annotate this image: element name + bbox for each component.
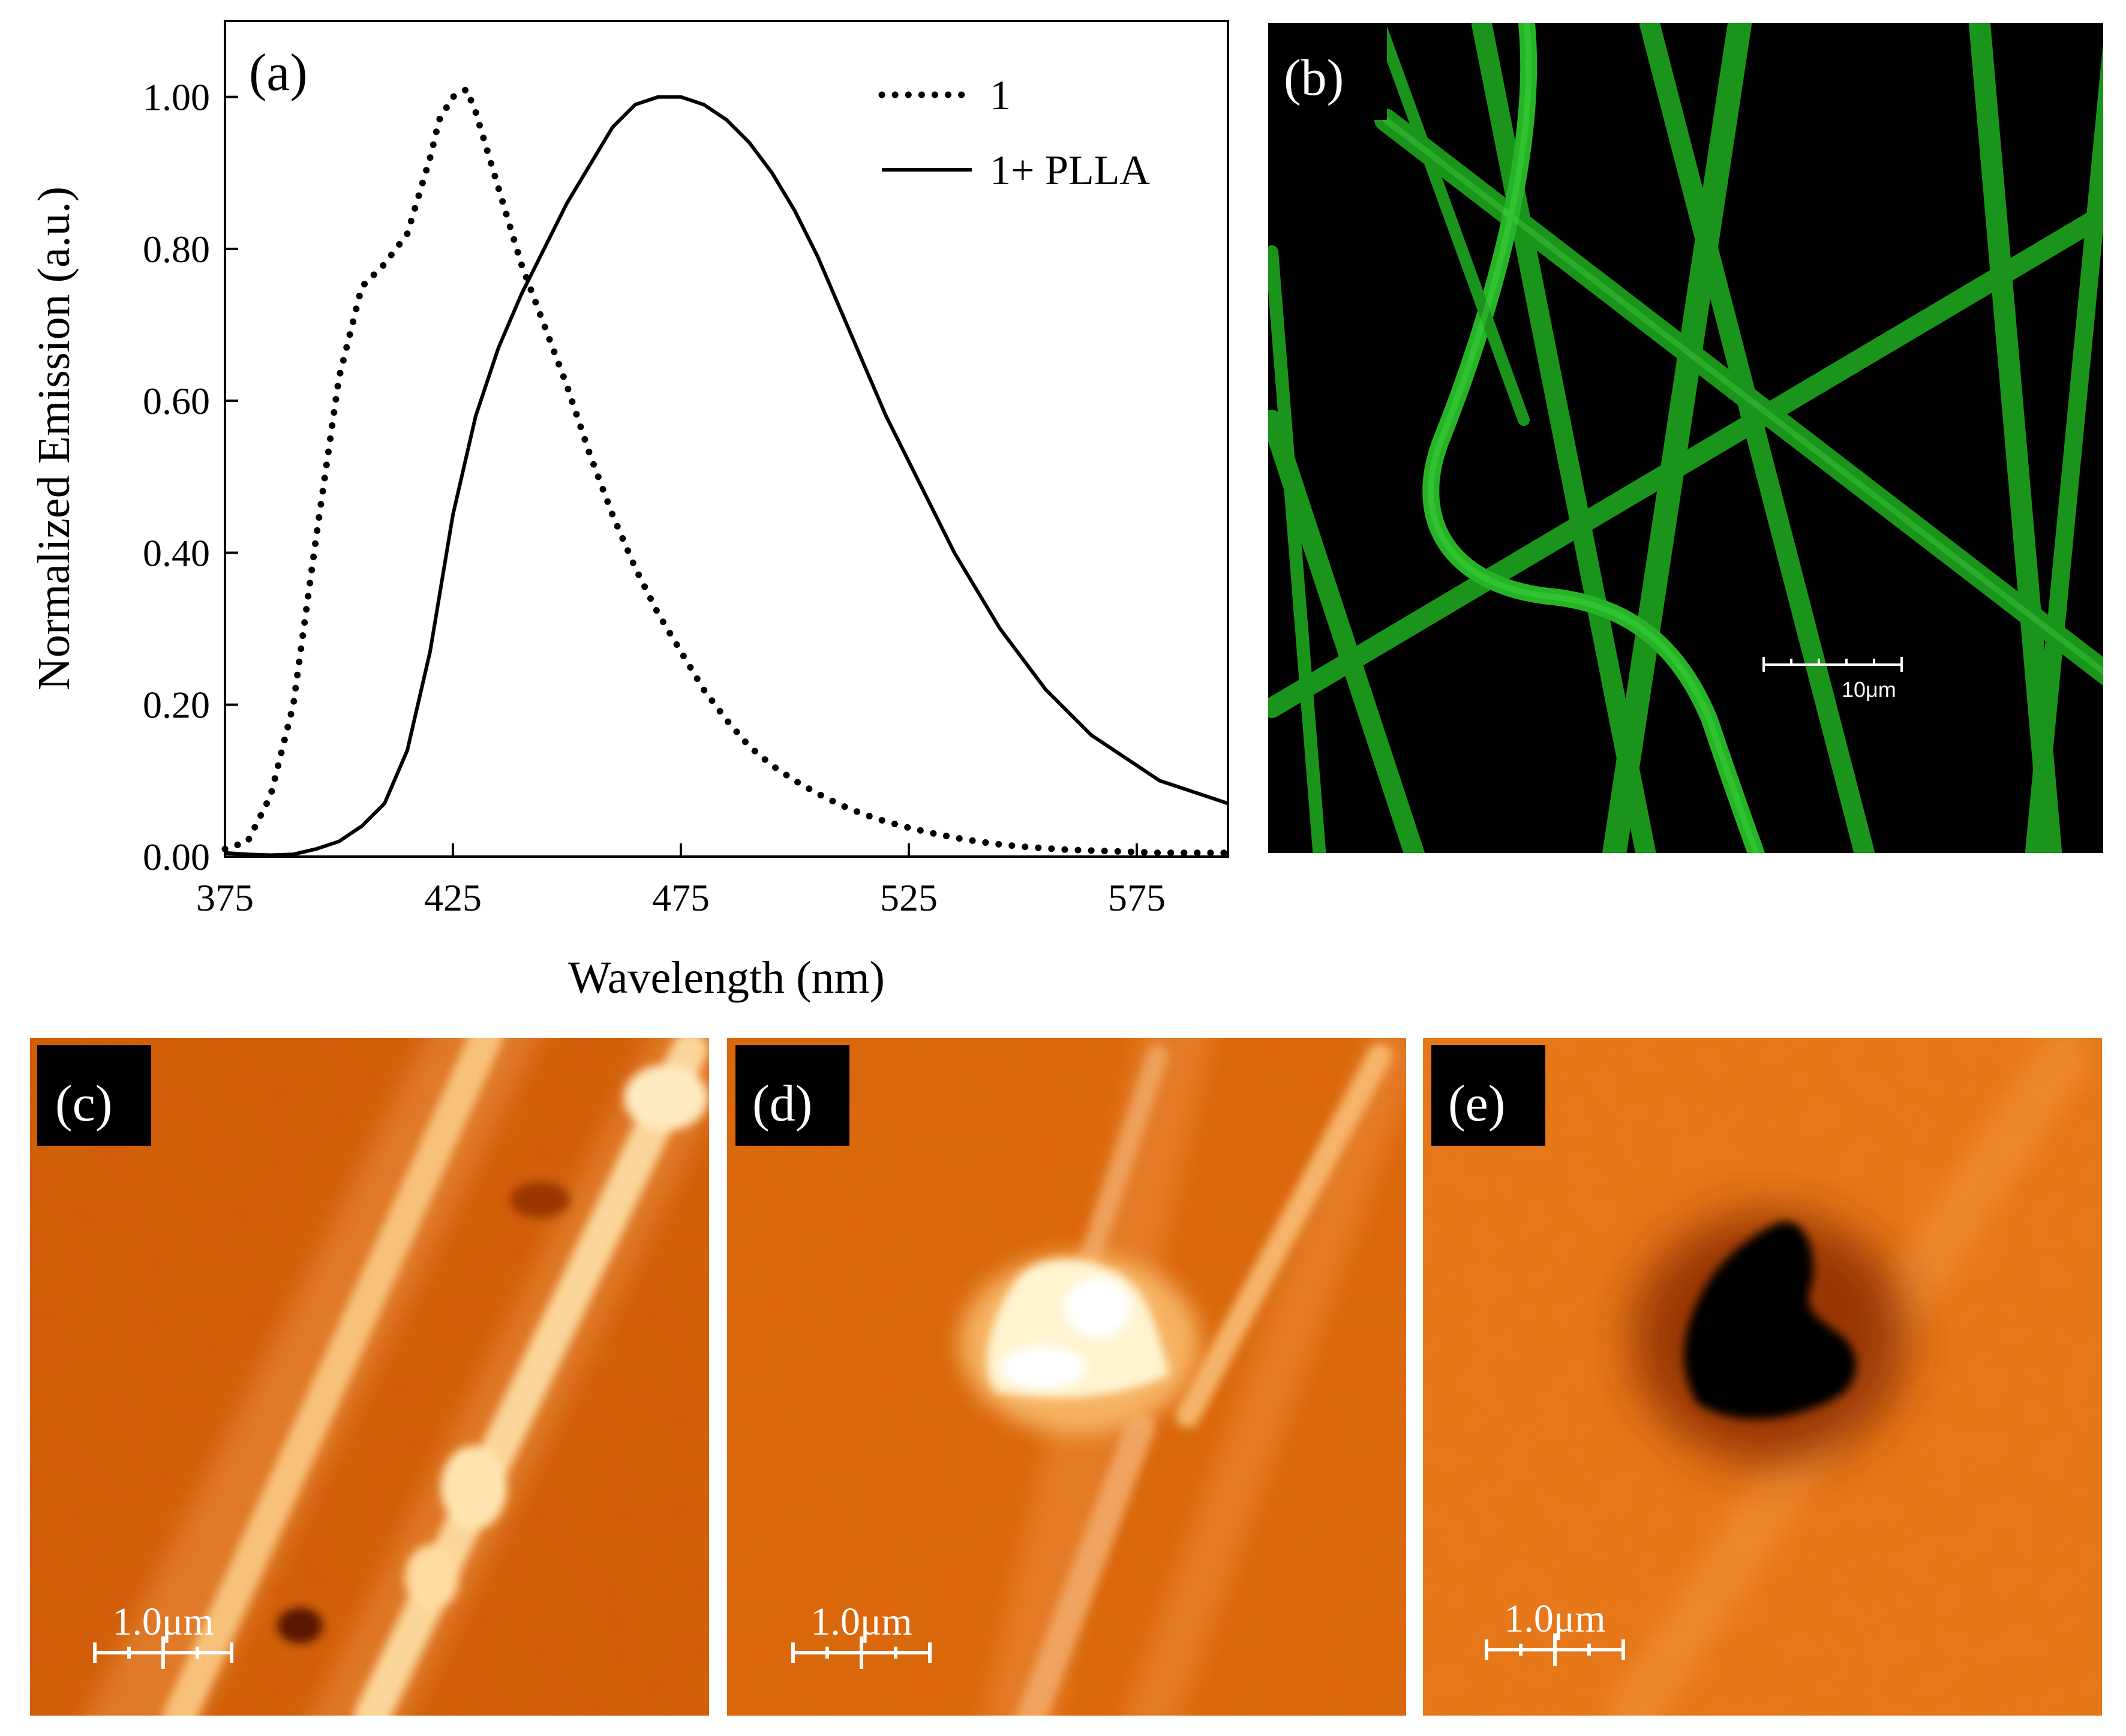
y-tick-label: 0.20 — [143, 684, 210, 726]
fiber-d-3 — [1017, 1413, 1155, 1716]
y-tick-label: 0.80 — [143, 228, 210, 271]
x-tick-label: 575 — [1108, 876, 1166, 919]
x-tick-label: 425 — [424, 876, 482, 919]
micrograph-d-label-box — [735, 1045, 849, 1146]
micrograph-e-label-box — [1431, 1045, 1545, 1146]
fiber-c-1 — [163, 1038, 503, 1716]
x-axis-label: Wavelength (nm) — [568, 953, 885, 1003]
emission-chart: 375 425 475 525 575 0.00 0.20 0.40 0.60 0.80 1.00… — [29, 20, 1232, 1003]
scale-bar-d-label: 1.0μm — [810, 1600, 912, 1644]
x-tick-label: 525 — [880, 876, 938, 919]
fiber-9 — [1268, 245, 1326, 853]
micrograph-e-label: (e) — [1448, 1074, 1505, 1132]
fiber-highlight-2 — [1383, 117, 2103, 675]
fiber-d-2 — [1075, 1045, 1169, 1283]
fiber-10 — [1422, 23, 1765, 853]
y-axis-label: Normalized Emission (a.u.) — [29, 187, 79, 690]
legend: 1 1+ PLLA — [878, 73, 1150, 194]
fiber-highlight-1 — [1428, 23, 1759, 853]
micrograph-e: (e) 1.0μm — [1423, 1038, 2102, 1716]
fiber-5 — [1639, 23, 1875, 853]
legend-label-series-1: 1 — [990, 73, 1011, 119]
micrograph-d: (d) 1.0μm — [727, 1038, 1406, 1716]
scale-bar-c — [93, 1636, 233, 1669]
y-tick-label: 0.60 — [143, 380, 210, 422]
y-tick-label: 1.00 — [143, 76, 210, 119]
x-tick-label: 475 — [652, 876, 710, 919]
scale-bar-b-label: 10μm — [1842, 677, 1896, 702]
micrograph-d-label: (d) — [752, 1074, 812, 1132]
fiber-7 — [2025, 44, 2103, 853]
micrograph-b-label-box — [1268, 23, 1387, 120]
bright-spot-c-1 — [624, 1065, 708, 1131]
fiber-network — [1268, 23, 2103, 853]
series-line-1 — [221, 86, 1232, 857]
scale-bar-b — [1762, 657, 1903, 672]
scale-bar-c-label: 1.0μm — [112, 1600, 214, 1644]
fiber-11 — [1374, 23, 1530, 426]
legend-label-series-2: 1+ PLLA — [990, 148, 1150, 194]
fiber-band-d-2 — [1125, 1038, 1406, 1716]
micrograph-b-label: (b) — [1284, 49, 1344, 106]
dark-spot-c-2 — [510, 1182, 570, 1218]
pit-e — [1684, 1221, 1856, 1419]
scale-bar-d — [791, 1636, 932, 1669]
plot-frame — [224, 20, 1229, 858]
micrograph-c-label-box — [37, 1045, 151, 1146]
series-layer — [221, 86, 1232, 857]
series-line-2 — [224, 95, 1229, 857]
dark-spot-c-1 — [277, 1608, 323, 1644]
y-ticks: 0.00 0.20 0.40 0.60 0.80 1.00 — [143, 76, 238, 878]
micrograph-c: (c) 1.0μm — [30, 1038, 709, 1716]
scale-bar-e-label: 1.0μm — [1504, 1597, 1605, 1641]
bright-spot-c-2 — [441, 1446, 507, 1530]
y-tick-label: 0.40 — [143, 531, 210, 574]
fiber-4 — [1602, 23, 1752, 853]
fiber-d-1 — [1176, 1044, 1392, 1428]
y-tick-label: 0.00 — [143, 836, 210, 878]
chart-panel-label: (a) — [249, 44, 308, 102]
x-ticks: 375 425 475 525 575 — [196, 843, 1166, 919]
bright-spot-c-3 — [405, 1545, 459, 1611]
micrograph-c-label: (c) — [55, 1074, 112, 1132]
x-tick-label: 375 — [196, 876, 254, 919]
fiber-3 — [1472, 23, 1656, 853]
micrograph-b: (b) 10μm — [1268, 23, 2103, 853]
fiber-1 — [1268, 203, 2103, 718]
scale-bar-e — [1485, 1633, 1625, 1666]
